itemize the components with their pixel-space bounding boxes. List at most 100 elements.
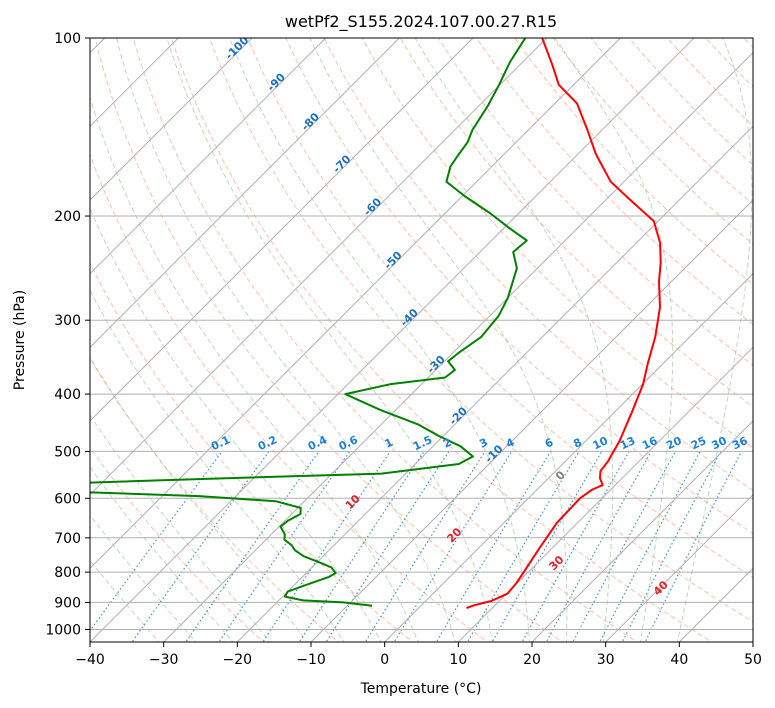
isotherm-line — [678, 567, 753, 642]
x-tick-label: −30 — [149, 652, 179, 668]
dry-adiabat-line — [590, 38, 753, 206]
dry-adiabat-line — [666, 38, 753, 127]
dry-adiabat-line — [399, 38, 753, 408]
moist-adiabat-line — [166, 38, 493, 642]
isotherm-line — [310, 199, 753, 642]
y-axis-label: Pressure (hPa) — [12, 290, 28, 390]
mixing-ratio-label: 20 — [664, 434, 684, 452]
pressure-gridlines — [90, 38, 753, 630]
dry-adiabat-line — [208, 38, 753, 623]
dry-adiabat-line — [769, 25, 775, 645]
mixing-ratio-line — [325, 451, 450, 642]
dry-adiabat-line — [90, 357, 340, 642]
dry-adiabat-line — [704, 38, 753, 88]
moist-adiabat-line — [309, 38, 568, 642]
x-tick-label: 20 — [523, 652, 541, 668]
mixing-ratio-line — [262, 451, 391, 642]
dry-adiabat-line — [323, 38, 753, 492]
mixing-ratio-label: 30 — [710, 434, 730, 452]
y-tick-label: 900 — [54, 595, 81, 611]
mixing-ratio-line — [298, 451, 425, 642]
mixing-ratio-line — [621, 451, 722, 642]
mixing-ratio-line — [393, 451, 513, 642]
mixing-ratio-line — [545, 451, 652, 642]
mixing-ratio-label: 3 — [477, 436, 489, 451]
mixing-ratio-line — [466, 451, 580, 642]
isotherm-line — [163, 51, 753, 642]
isotherm-label: -80 — [299, 110, 322, 133]
isotherm-label: -30 — [425, 353, 448, 376]
y-tick-label: 500 — [54, 444, 81, 460]
isotherm-label: -90 — [265, 70, 288, 93]
mixing-ratio-lines — [90, 451, 743, 642]
plot-frame — [89, 37, 754, 643]
x-tick-label: 30 — [597, 652, 615, 668]
dry-adiabat-line — [514, 38, 753, 285]
dry-adiabat-line — [247, 38, 753, 578]
mixing-ratio-label: 1.5 — [411, 433, 434, 453]
moist-adiabat-line — [90, 289, 345, 642]
dry-adiabat-label: 40 — [651, 578, 671, 598]
mixing-ratio-label: 13 — [618, 434, 637, 452]
dry-adiabat-label: 20 — [444, 525, 464, 545]
mixing-ratio-label: 36 — [730, 434, 750, 452]
profile-series — [90, 38, 662, 609]
dry-adiabat-label: 10 — [343, 492, 363, 512]
skewed-isotherms — [90, 38, 753, 642]
mixing-ratio-line — [131, 451, 270, 642]
isotherm-line — [90, 38, 695, 642]
isotherm-label: -70 — [330, 152, 353, 175]
y-tick-label: 300 — [54, 313, 81, 329]
y-tick-label: 600 — [54, 491, 81, 507]
isotherm-line — [90, 38, 327, 275]
y-tick-label: 800 — [54, 565, 81, 581]
y-tick-label: 700 — [54, 531, 81, 547]
dry-adiabats — [90, 25, 775, 645]
dry-adiabat-label: 30 — [547, 553, 567, 573]
dry-adiabat-line — [90, 446, 265, 642]
y-tick-label: 100 — [54, 31, 81, 47]
series-line — [90, 38, 528, 607]
moist-adiabat-line — [90, 356, 308, 642]
mixing-ratio-label: 25 — [689, 434, 708, 452]
moist-adiabat-line — [90, 414, 271, 642]
x-tick-label: −40 — [75, 652, 105, 668]
isotherm-line — [384, 272, 753, 642]
mixing-ratio-line — [599, 451, 701, 642]
x-tick-label: −20 — [223, 652, 253, 668]
moist-adiabat-line — [229, 38, 530, 642]
mixing-ratio-label: 0.1 — [209, 433, 232, 453]
isotherm-line — [90, 38, 400, 349]
dry-adiabat-line — [170, 38, 713, 642]
x-axis-ticks: −40 −30 −20 −10 0 10 20 30 40 50 — [75, 642, 762, 668]
mixing-ratio-line — [364, 451, 486, 642]
y-tick-label: 1000 — [45, 622, 81, 638]
dry-adiabat-line — [132, 38, 638, 642]
mixing-ratio-line — [185, 451, 320, 642]
moist-adiabat-line — [90, 207, 382, 642]
dry-adiabat-line — [437, 38, 753, 366]
y-axis-ticks: 1000 900 800 700 600 500 400 300 200 100 — [45, 31, 90, 638]
isotherm-line — [605, 493, 753, 642]
x-tick-label: −10 — [296, 652, 326, 668]
isotherm-line — [90, 38, 548, 496]
x-tick-label: 0 — [380, 652, 389, 668]
x-tick-label: 50 — [744, 652, 762, 668]
isotherm-line — [90, 38, 621, 570]
chart-title: wetPf2_S155.2024.107.00.27.R15 — [285, 12, 557, 32]
dry-adiabat-line — [90, 153, 489, 642]
moist-adiabat-line — [90, 95, 419, 642]
isotherm-label: -40 — [398, 306, 421, 329]
dry-adiabat-line — [285, 38, 753, 535]
x-axis-label: Temperature (°C) — [360, 681, 482, 697]
mixing-ratio-label: 6 — [543, 436, 556, 451]
isotherm-line — [236, 125, 753, 642]
mixing-ratio-label: 1 — [383, 436, 395, 451]
isotherm-line — [90, 38, 474, 422]
plot-area: -100-90-80-70-60-50-40-30-20-100.1 0.2 0.4… — [90, 25, 775, 645]
isotherm-line — [531, 420, 753, 642]
moist-adiabat-line — [90, 466, 234, 642]
mixing-ratio-label: 16 — [640, 434, 660, 452]
mixing-ratio-line — [218, 451, 351, 642]
